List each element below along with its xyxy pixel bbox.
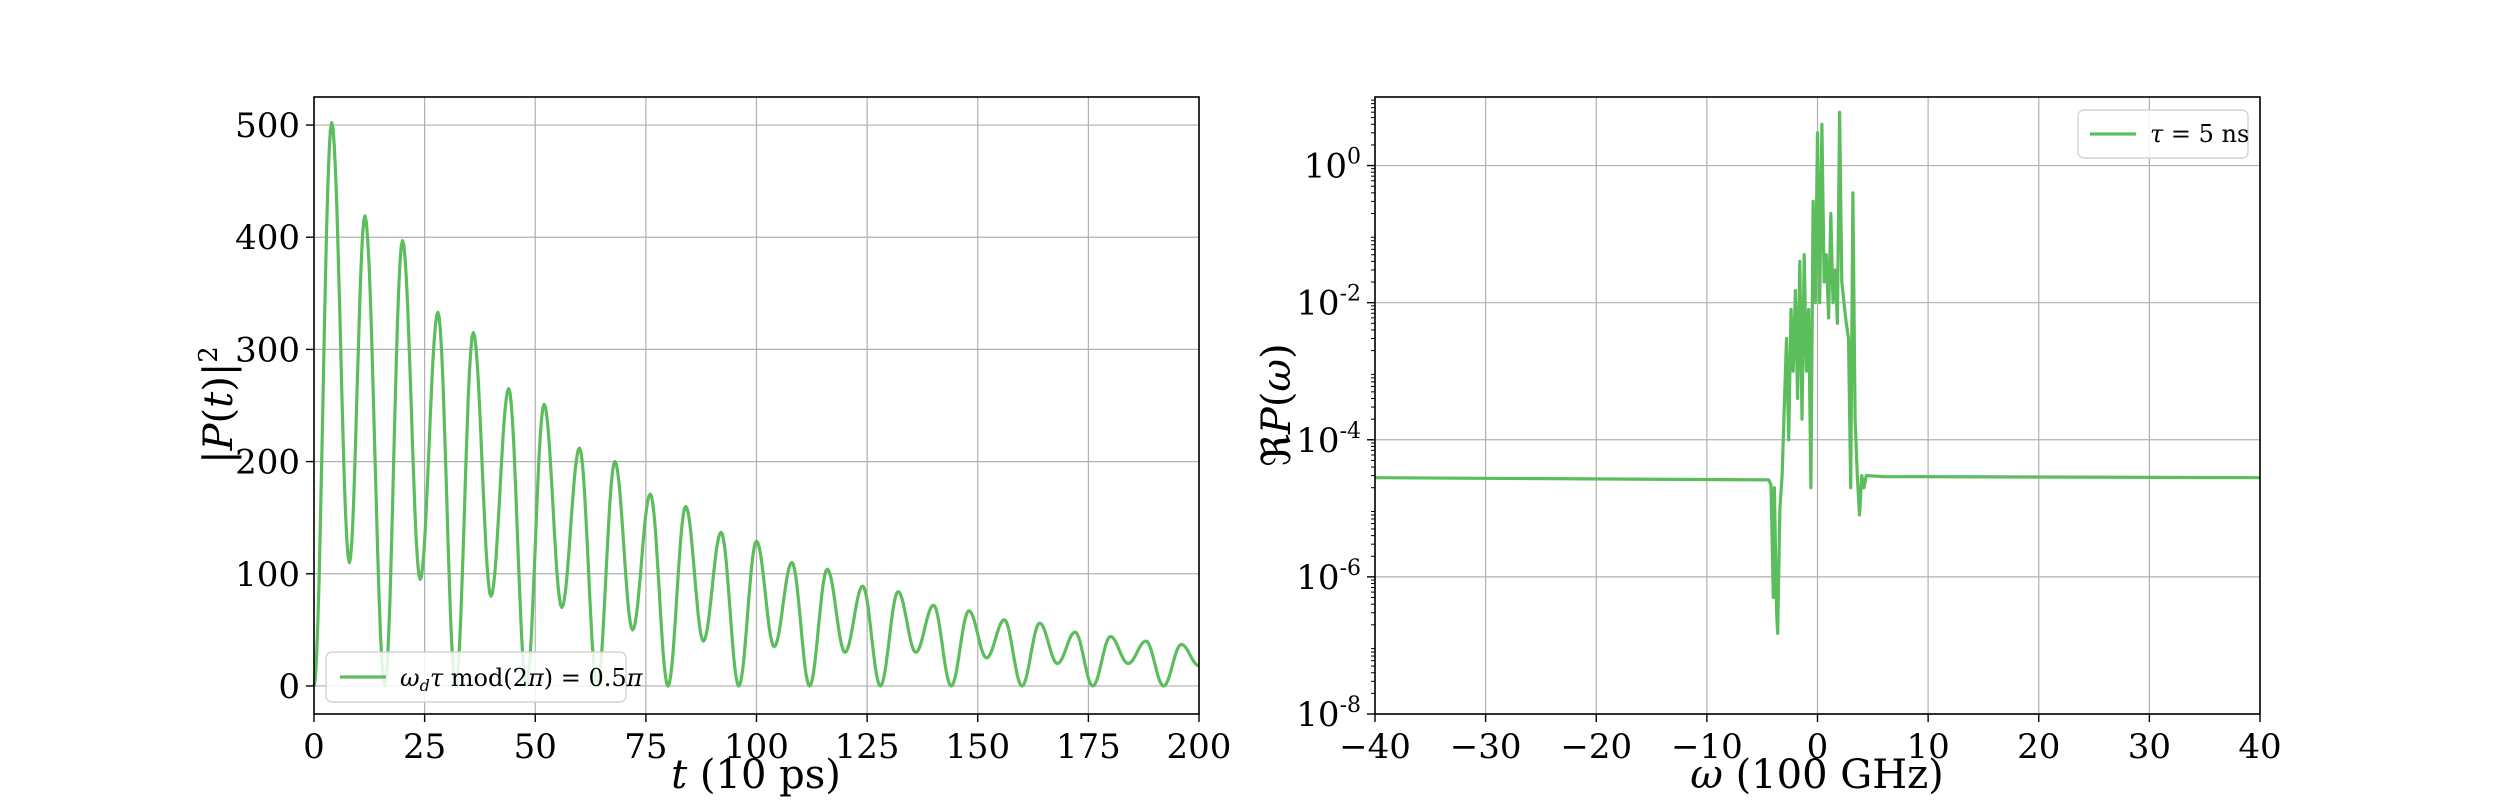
left-x-tick-label: 150	[945, 727, 1010, 767]
right-y-tick-label: 10-4	[1296, 419, 1361, 461]
left-y-tick-label: 0	[278, 667, 300, 707]
right-x-tick-label: −10	[1671, 727, 1743, 767]
left-x-tick-label: 175	[1056, 727, 1121, 767]
left-x-ticks: 0 25 50 75 100 125 150 175 200	[303, 714, 1231, 767]
right-legend: τ = 5 ns	[2077, 109, 2249, 159]
right-series-line	[1374, 110, 2261, 635]
left-chart: 0 25 50 75 100 125 150 175 200 0100200300400500 …	[194, 96, 1231, 798]
left-legend-box	[325, 651, 627, 703]
right-legend-label: τ = 5 ns	[2150, 120, 2249, 148]
right-y-tick-label: 10-8	[1296, 693, 1361, 735]
right-x-tick-label: 30	[2128, 727, 2171, 767]
left-y-ticks: 0 100 200 300 400 500	[235, 106, 314, 707]
right-x-tick-label: −30	[1450, 727, 1522, 767]
left-x-tick-label: 200	[1167, 727, 1232, 767]
right-y-tick-label: 10-6	[1296, 556, 1361, 598]
left-x-tick-label: 75	[624, 727, 667, 767]
right-x-ticks: −40 −30 −20 −10 0 10 20 30 40	[1339, 714, 2282, 767]
left-x-tick-label: 100	[724, 727, 789, 767]
right-x-tick-label: 20	[2017, 727, 2060, 767]
left-legend-label: ωdτ mod(2π) = 0.5π	[400, 664, 644, 695]
right-x-tick-label: 10	[1906, 727, 1949, 767]
right-chart: −40 −30 −20 −10 0 10 20 30 40 10-810-610-410-210…	[1254, 96, 2282, 798]
left-y-tick-label: 300	[235, 330, 300, 370]
left-y-tick-label: 100	[235, 555, 300, 595]
right-x-tick-label: −40	[1339, 727, 1411, 767]
left-x-tick-label: 0	[303, 727, 325, 767]
right-y-tick-label: 100	[1304, 145, 1361, 187]
left-grid	[313, 97, 1200, 714]
left-x-tick-label: 25	[403, 727, 446, 767]
left-x-tick-label: 50	[514, 727, 557, 767]
right-x-axis-label: ω (100 GHz)	[1690, 752, 1944, 798]
right-y-axis-label: ℜP(ω)	[1254, 343, 1300, 466]
right-legend-box	[2077, 109, 2249, 159]
left-y-tick-label: 400	[235, 218, 300, 258]
left-x-axis-label: t (10 ps)	[671, 752, 841, 798]
right-y-tick-label: 10-2	[1296, 282, 1361, 324]
left-x-tick-label: 125	[835, 727, 900, 767]
right-y-ticks: 10-8 10-6 10-4 10-2 100	[1296, 99, 1375, 735]
left-y-axis-label: |P(t)|2	[194, 346, 242, 464]
right-x-tick-label: 0	[1807, 727, 1829, 767]
right-x-tick-label: 40	[2238, 727, 2281, 767]
left-series-line	[312, 121, 1200, 688]
left-legend: ωdτ mod(2π) = 0.5π	[325, 651, 644, 703]
left-y-tick-label: 200	[235, 443, 300, 483]
left-y-tick-label: 500	[235, 106, 300, 146]
right-x-tick-label: −20	[1560, 727, 1632, 767]
